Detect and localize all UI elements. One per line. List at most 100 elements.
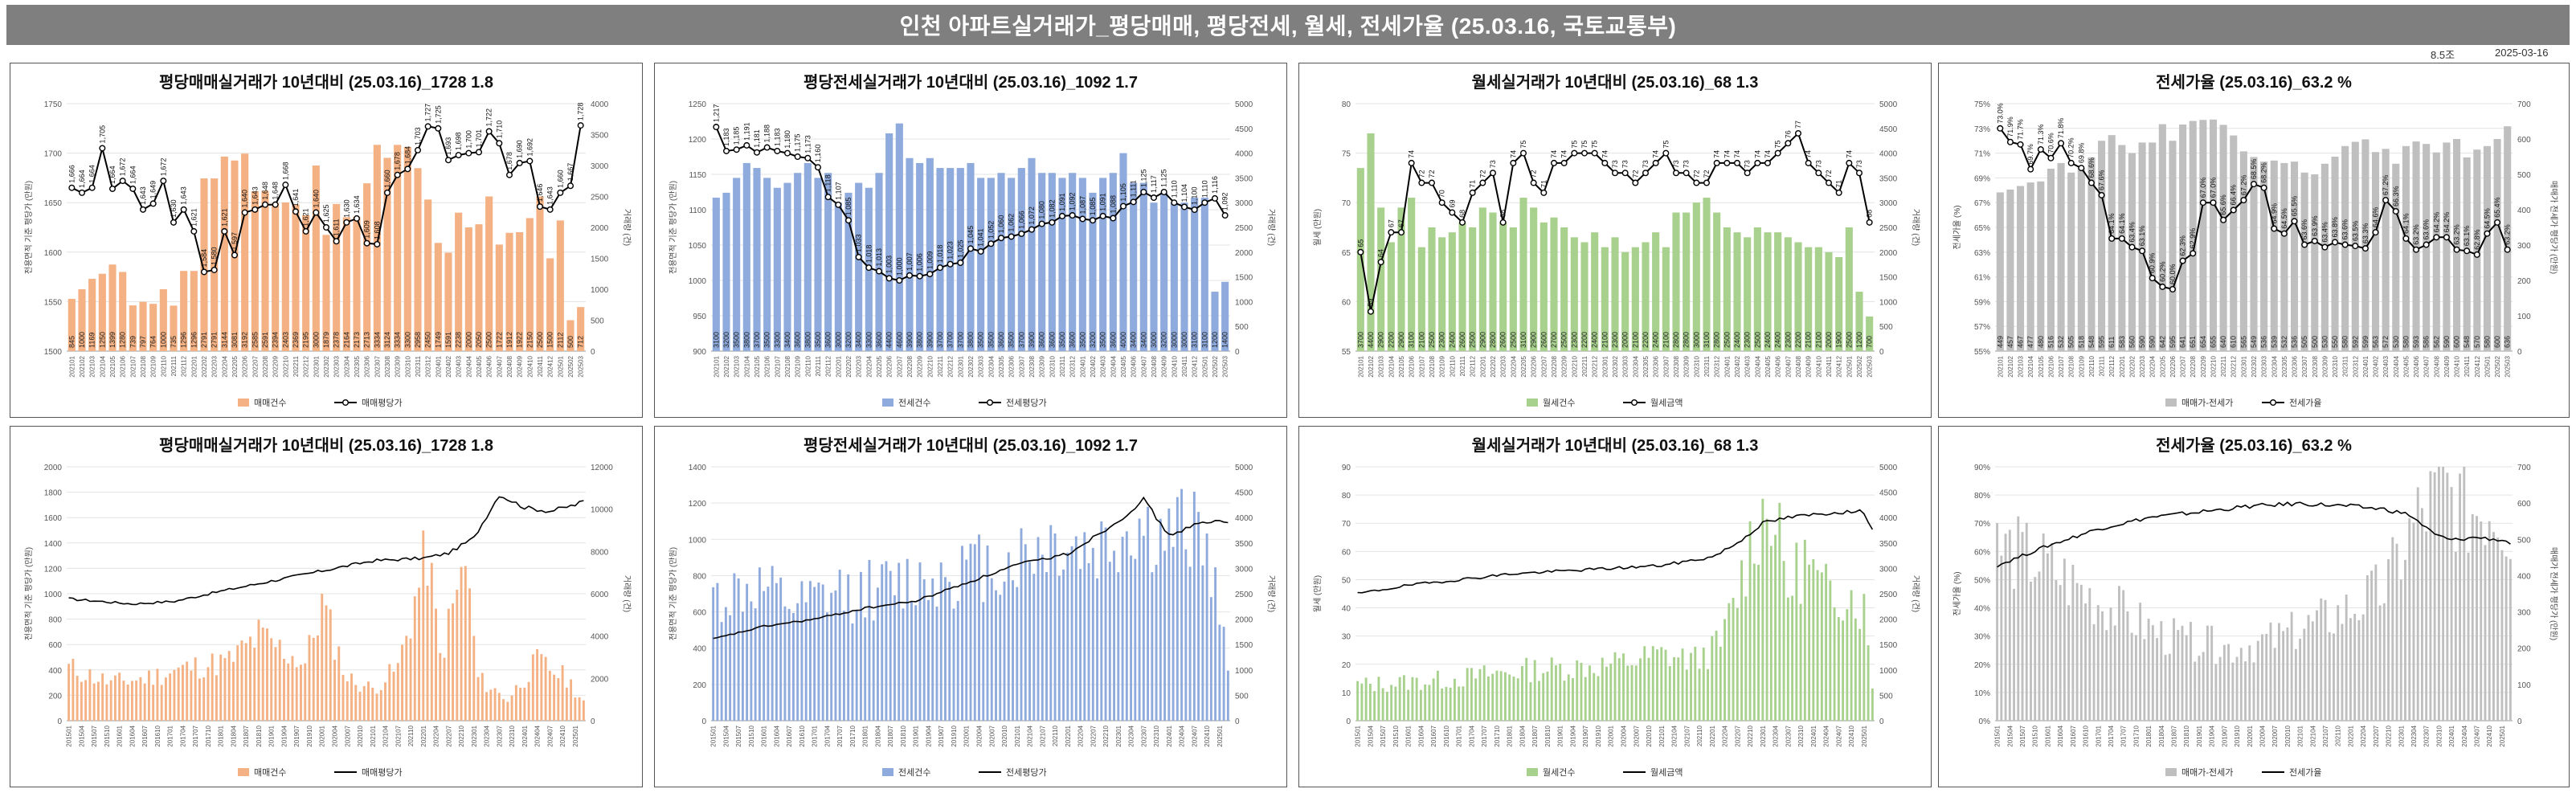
- bar-value-label: 2713: [363, 332, 371, 348]
- line-marker: [1120, 202, 1127, 210]
- x-tick-label: 202104: [99, 355, 106, 377]
- bar: [215, 675, 218, 721]
- line-marker: [1744, 170, 1751, 177]
- bar: [1226, 670, 1229, 721]
- bar: [712, 198, 720, 351]
- line-value-label: 1,013: [875, 248, 883, 267]
- x-tick-label: 202503: [2504, 355, 2512, 377]
- line-value-label: 1,052: [987, 221, 995, 239]
- x-tick-label: 202203: [1500, 355, 1507, 377]
- x-tick-label: 201607: [2070, 725, 2077, 746]
- x-tick-label: 202101: [1357, 355, 1364, 377]
- x-tick-label: 202104: [2309, 725, 2316, 746]
- bar: [1041, 554, 1044, 721]
- bar: [1601, 657, 1604, 721]
- x-tick-label: 201904: [925, 725, 932, 746]
- x-tick-label: 201910: [951, 725, 958, 746]
- y-tick-label: 1100: [689, 206, 706, 215]
- bar-value-label: 2100: [1601, 332, 1609, 348]
- x-tick-label: 202401: [1079, 355, 1086, 377]
- x-tick-label: 202402: [1734, 355, 1741, 377]
- line-value-label: 71.3%: [2037, 124, 2045, 145]
- x-tick-label: 201707: [1481, 725, 1488, 746]
- x-tick-label: 202112: [2108, 355, 2116, 377]
- x-tick-label: 202204: [865, 355, 873, 377]
- y2-tick-label: 3000: [591, 162, 609, 171]
- bar: [916, 162, 924, 351]
- line-marker: [987, 240, 995, 247]
- bar: [2286, 627, 2289, 721]
- x-tick-label: 202301: [1601, 355, 1609, 377]
- y-tick-label: 63%: [1974, 249, 1990, 258]
- bar: [1611, 237, 1619, 351]
- y2-axis-label: 매매가 전세가 평당가 (만원): [2549, 547, 2558, 640]
- y-tick-label: 900: [693, 348, 706, 357]
- x-tick-label: 202308: [384, 355, 391, 377]
- y-tick-label: 61%: [1974, 274, 1990, 283]
- bar: [2190, 622, 2192, 721]
- line-marker: [1581, 149, 1589, 157]
- bar: [1829, 580, 1832, 721]
- bar: [1782, 561, 1785, 721]
- bar: [540, 654, 543, 721]
- x-tick-label: 202502: [1212, 355, 1219, 377]
- y2-tick-label: 2500: [591, 194, 609, 202]
- x-tick-label: 202201: [835, 355, 842, 377]
- bar-value-label: 3300: [403, 332, 411, 348]
- x-tick-label: 201604: [129, 725, 136, 746]
- y2-tick-label: 0: [2517, 348, 2522, 357]
- x-tick-label: 202110: [1052, 725, 1059, 746]
- bar: [2252, 662, 2255, 721]
- line-marker: [1540, 189, 1548, 196]
- y-tick-label: 60: [1342, 548, 1351, 557]
- x-tick-label: 202301: [313, 355, 320, 377]
- y2-tick-label: 4000: [591, 100, 609, 109]
- bar: [283, 658, 285, 721]
- bar-value-label: 3500: [1099, 332, 1107, 348]
- x-tick-label: 202407: [1140, 355, 1147, 377]
- bar: [1728, 603, 1731, 721]
- bar: [2320, 598, 2323, 721]
- x-tick-label: 202106: [1409, 355, 1416, 377]
- x-tick-label: 202410: [2486, 725, 2493, 746]
- line-value-label: 70: [1438, 190, 1446, 198]
- bar: [1643, 646, 1646, 721]
- bar-value-label: 593: [2412, 336, 2420, 348]
- bar-value-label: 2400: [1774, 332, 1782, 348]
- line-value-label: 1,725: [434, 105, 442, 124]
- x-tick-label: 202304: [1128, 725, 1135, 746]
- line-value-label: 68: [1499, 210, 1507, 218]
- y2-tick-label: 8000: [591, 548, 609, 557]
- line-marker: [774, 147, 781, 154]
- bar-value-label: 2600: [1499, 332, 1507, 348]
- bar: [1209, 597, 1212, 721]
- bar-value-label: 3600: [875, 332, 883, 348]
- bar-value-label: 611: [2108, 337, 2116, 348]
- bar-value-label: 3800: [803, 332, 812, 348]
- line-value-label: 74: [1845, 150, 1853, 158]
- x-tick-label: 202305: [998, 355, 1005, 377]
- x-tick-label: 202208: [906, 355, 914, 377]
- bar-value-label: 3100: [1519, 332, 1527, 348]
- x-tick-label: 202406: [2413, 355, 2420, 377]
- bar: [967, 162, 975, 351]
- bar: [2173, 618, 2175, 721]
- x-tick-label: 202107: [774, 355, 781, 377]
- bar: [67, 664, 71, 721]
- x-tick-label: 202107: [2058, 355, 2065, 377]
- bar-value-label: 3800: [916, 332, 924, 348]
- line-value-label: 68.2%: [2260, 162, 2268, 183]
- line-marker: [537, 203, 544, 211]
- line-value-label: 77: [1794, 121, 1802, 129]
- line-value-label: 1,092: [1221, 193, 1229, 211]
- bar: [261, 627, 264, 721]
- bar-value-label: 2500: [1845, 332, 1853, 348]
- line-value-label: 1,621: [220, 208, 228, 227]
- x-tick-label: 202503: [578, 355, 585, 377]
- bar: [1555, 665, 1557, 721]
- bar: [796, 603, 799, 721]
- bar: [346, 681, 349, 721]
- line-marker: [2017, 141, 2024, 148]
- line-marker: [876, 268, 883, 275]
- x-tick-label: 202210: [1747, 725, 1754, 746]
